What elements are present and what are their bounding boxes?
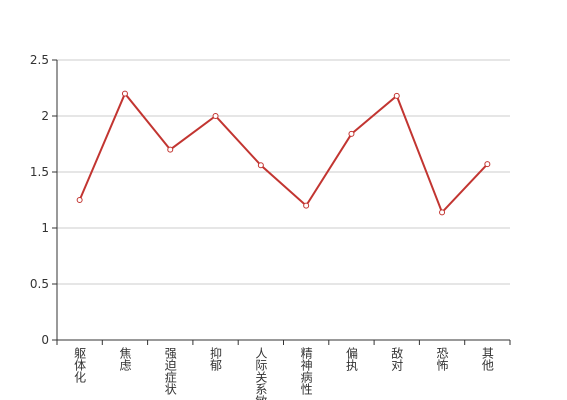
y-tick-label: 0 [41, 333, 49, 347]
x-tick-label: 抑郁 [209, 346, 223, 372]
point [167, 146, 174, 153]
y-tick-label: 0.5 [30, 277, 49, 291]
point [439, 209, 446, 216]
point [257, 162, 264, 169]
x-tick-label: 敌对 [390, 346, 404, 371]
x-tick-label: 躯体化 [73, 346, 87, 384]
y-tick-label: 1.5 [30, 165, 49, 179]
y-tick-label: 1 [41, 221, 49, 235]
point [212, 113, 219, 119]
x-tick-label: 恐怖 [435, 347, 449, 371]
line [78, 91, 489, 215]
x-tick-label: 强迫症状 [163, 347, 177, 395]
y-tick-label: 2 [41, 109, 49, 123]
point [76, 197, 83, 203]
point [393, 92, 400, 99]
point [484, 161, 491, 168]
point [121, 90, 128, 97]
x-tick-label: 偏执 [344, 346, 358, 372]
x-tick-label: 精神病性 [299, 347, 313, 396]
x-tick-label: 焦虑 [118, 347, 132, 371]
y-tick-label: 2.5 [30, 53, 49, 67]
point [303, 202, 310, 209]
point [348, 130, 355, 137]
x-tick-label: 人际关系敏感 [254, 347, 268, 400]
x-tick-label: 其他 [480, 347, 494, 371]
